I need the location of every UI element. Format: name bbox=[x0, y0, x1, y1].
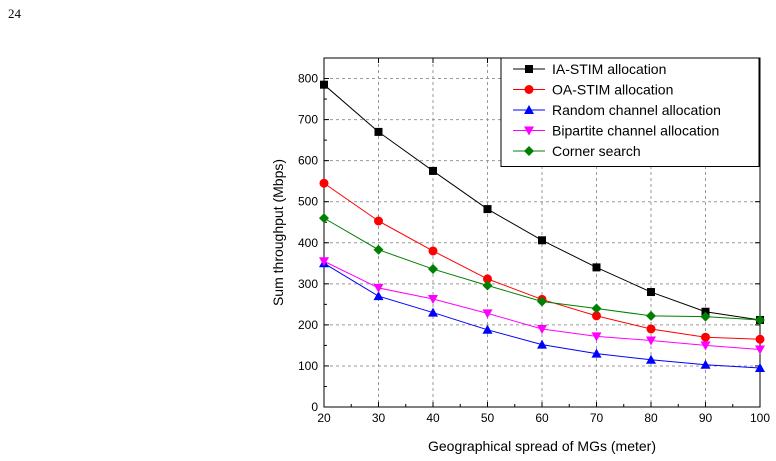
series-lines bbox=[319, 80, 765, 372]
data-point bbox=[538, 236, 546, 245]
data-point bbox=[428, 246, 438, 256]
legend-label: IA-STIM allocation bbox=[552, 61, 666, 77]
data-point bbox=[537, 324, 547, 334]
data-point bbox=[647, 288, 655, 297]
page-number: 24 bbox=[8, 6, 21, 21]
data-point bbox=[428, 295, 438, 305]
data-point bbox=[373, 283, 384, 293]
x-tick-label: 50 bbox=[481, 411, 495, 425]
x-axis-title: Geographical spread of MGs (meter) bbox=[428, 438, 656, 454]
data-point bbox=[320, 80, 328, 89]
x-tick-label: 100 bbox=[750, 411, 770, 425]
legend-marker bbox=[524, 146, 534, 156]
series-5 bbox=[319, 213, 765, 325]
data-point bbox=[428, 264, 438, 275]
data-point bbox=[319, 257, 329, 267]
legend-item: Bipartite channel allocation bbox=[513, 123, 719, 139]
legend-marker bbox=[524, 126, 534, 136]
data-point bbox=[591, 332, 602, 342]
data-point bbox=[592, 311, 601, 321]
data-point bbox=[755, 314, 765, 325]
data-point bbox=[482, 280, 493, 291]
x-tick-label: 90 bbox=[699, 411, 713, 425]
legend-item: Corner search bbox=[513, 143, 641, 159]
data-point bbox=[592, 263, 601, 272]
legend-marker bbox=[525, 65, 533, 73]
data-point bbox=[700, 359, 711, 369]
axis-ticks: 20 30 40 50 60 70 80 90 100 0 100 200 300 400 500 600 70… bbox=[298, 58, 770, 425]
legend-label: Corner search bbox=[552, 143, 641, 159]
data-point bbox=[755, 334, 765, 344]
data-point bbox=[483, 205, 492, 214]
data-point bbox=[319, 178, 329, 188]
legend-marker bbox=[524, 105, 534, 114]
data-point bbox=[755, 362, 765, 372]
y-tick-label: 0 bbox=[311, 400, 318, 414]
data-point bbox=[700, 311, 711, 322]
data-point bbox=[646, 354, 656, 364]
legend-item: IA-STIM allocation bbox=[513, 61, 666, 77]
x-tick-label: 40 bbox=[426, 411, 440, 425]
x-tick-label: 20 bbox=[317, 411, 331, 425]
data-point bbox=[646, 310, 656, 321]
data-point bbox=[701, 332, 710, 342]
legend-box bbox=[500, 57, 760, 167]
data-point bbox=[319, 213, 329, 224]
legend-item: Random channel allocation bbox=[513, 102, 721, 118]
series-3 bbox=[319, 258, 765, 372]
y-tick-label: 500 bbox=[298, 195, 318, 209]
data-point bbox=[374, 127, 383, 136]
y-tick-label: 300 bbox=[298, 277, 318, 291]
legend-label: Random channel allocation bbox=[552, 102, 721, 118]
y-tick-label: 400 bbox=[298, 236, 318, 250]
legend-marker bbox=[524, 85, 534, 94]
y-tick-label: 800 bbox=[298, 72, 318, 86]
data-point bbox=[373, 244, 384, 255]
data-point bbox=[429, 166, 437, 175]
data-point bbox=[537, 296, 547, 307]
data-point bbox=[483, 274, 492, 284]
y-tick-label: 700 bbox=[298, 113, 318, 127]
data-point bbox=[700, 341, 711, 351]
x-tick-label: 80 bbox=[644, 411, 658, 425]
x-tick-label: 60 bbox=[535, 411, 549, 425]
data-point bbox=[591, 303, 602, 314]
data-point bbox=[537, 339, 547, 349]
data-point bbox=[646, 324, 656, 334]
legend: IA-STIM allocation OA-STIM allocation Rand… bbox=[500, 57, 760, 167]
legend-label: Bipartite channel allocation bbox=[552, 123, 719, 139]
legend-label: OA-STIM allocation bbox=[552, 82, 673, 98]
data-point bbox=[755, 345, 765, 355]
y-axis-title: Sum throughput (Mbps) bbox=[270, 159, 286, 306]
data-point bbox=[646, 336, 656, 346]
data-point bbox=[428, 307, 438, 317]
y-tick-label: 600 bbox=[298, 154, 318, 168]
y-tick-label: 200 bbox=[298, 318, 318, 332]
series-4 bbox=[319, 257, 765, 355]
data-point bbox=[373, 291, 384, 301]
x-tick-label: 70 bbox=[590, 411, 604, 425]
data-point bbox=[591, 348, 602, 358]
y-tick-label: 100 bbox=[298, 359, 318, 373]
x-tick-label: 30 bbox=[372, 411, 386, 425]
data-point bbox=[374, 216, 383, 226]
data-point bbox=[482, 324, 493, 334]
series-line bbox=[323, 182, 761, 340]
data-point bbox=[482, 309, 493, 319]
legend-item: OA-STIM allocation bbox=[513, 82, 673, 98]
